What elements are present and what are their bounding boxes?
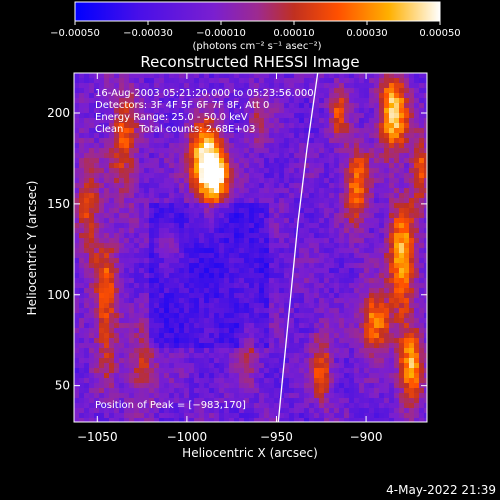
colorbar-tick-label: 0.00010 — [273, 28, 314, 39]
colorbar-gradient — [74, 1, 441, 22]
plot-area: −1050 −1000 −950 −900 50 100 150 200 — [47, 72, 428, 444]
y-tick-label: 50 — [55, 379, 70, 393]
x-tick-label: −1000 — [167, 430, 208, 444]
solar-limb-curve — [277, 73, 319, 422]
x-axis-label: Heliocentric X (arcsec) — [182, 446, 318, 460]
y-tick-label: 200 — [47, 106, 70, 120]
chart-title: Reconstructed RHESSI Image — [140, 53, 359, 71]
y-axis-label: Heliocentric Y (arcsec) — [25, 181, 39, 316]
annotation-clean-counts: Clean Total counts: 2.68E+03 — [95, 124, 255, 135]
annotation-energy-range: Energy Range: 25.0 - 50.0 keV — [95, 112, 248, 123]
peak-position-label: Position of Peak = [−983,170] — [95, 400, 246, 411]
colorbar-tick-label: −0.00050 — [50, 28, 100, 39]
plot-frame — [73, 72, 428, 423]
colorbar-tick-label: −0.00030 — [123, 28, 173, 39]
y-axis: 50 100 150 200 — [47, 106, 427, 393]
x-axis: −1050 −1000 −950 −900 — [77, 73, 383, 444]
colorbar-units: (photons cm⁻² s⁻¹ asec⁻²) — [192, 41, 321, 52]
colorbar: −0.00050 −0.00030 −0.00010 0.00010 0.00030 0.… — [50, 1, 461, 52]
colorbar-tick-label: −0.00010 — [196, 28, 246, 39]
heatmap-cells — [74, 73, 427, 422]
y-tick-label: 100 — [47, 288, 70, 302]
annotation-detectors: Detectors: 3F 4F 5F 6F 7F 8F, Att 0 — [95, 100, 269, 111]
colorbar-tick-label: 0.00030 — [346, 28, 387, 39]
timestamp: 4-May-2022 21:39 — [386, 483, 496, 497]
y-tick-label: 150 — [47, 197, 70, 211]
x-tick-label: −1050 — [77, 430, 118, 444]
colorbar-tick-label: 0.00050 — [419, 28, 460, 39]
x-tick-label: −900 — [350, 430, 383, 444]
x-tick-label: −950 — [260, 430, 293, 444]
annotation-block: 16-Aug-2003 05:21:20.000 to 05:23:56.000… — [95, 88, 314, 135]
annotation-time-range: 16-Aug-2003 05:21:20.000 to 05:23:56.000 — [95, 88, 314, 99]
